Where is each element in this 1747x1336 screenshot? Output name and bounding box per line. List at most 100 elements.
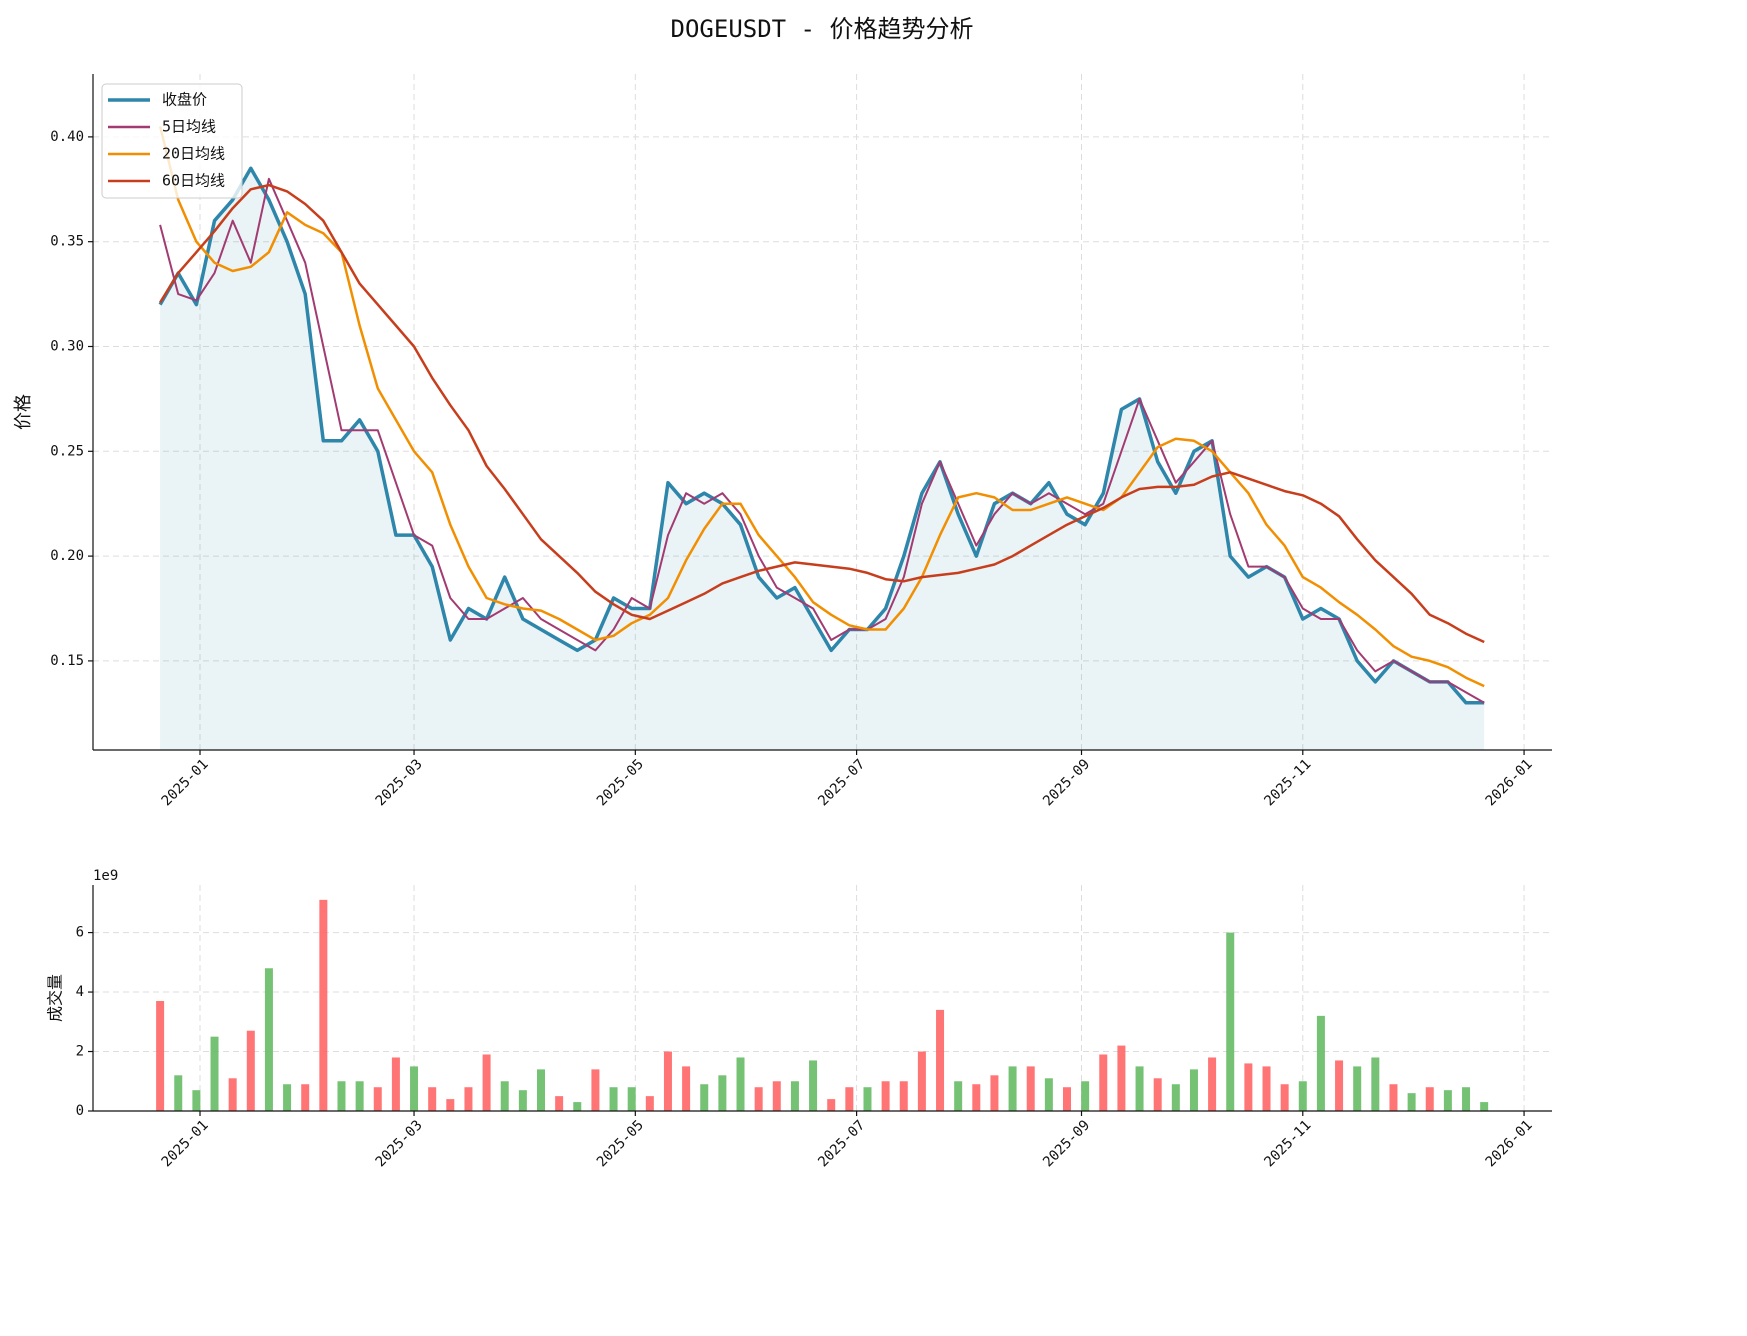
y-tick-label: 0.30: [50, 338, 84, 354]
volume-bar: [1189, 1069, 1198, 1111]
x-tick-label: 2025-01: [159, 756, 212, 809]
volume-bar: [663, 1051, 672, 1111]
line-series: [159, 183, 1485, 644]
y-tick-label: 2: [76, 1044, 84, 1060]
y-tick-label: 0: [76, 1103, 84, 1119]
volume-bar: [1262, 1066, 1271, 1111]
volume-bar: [301, 1084, 310, 1111]
y-tick-label: 4: [76, 984, 84, 1000]
volume-bar: [718, 1075, 727, 1111]
volume-bar: [156, 1000, 165, 1111]
x-tick-label: 2025-11: [1261, 756, 1314, 809]
volume-bar: [917, 1051, 926, 1111]
volume-bar: [174, 1075, 183, 1111]
x-tick-label: 2025-03: [373, 756, 426, 809]
volume-bar: [264, 968, 273, 1111]
volume-bar: [518, 1090, 527, 1111]
line-series: [158, 126, 1485, 688]
volume-bar: [391, 1057, 400, 1111]
y-axis-label: 价格: [13, 394, 34, 430]
volume-bar: [1335, 1060, 1344, 1111]
volume-bar: [1353, 1066, 1362, 1111]
volume-bar: [1371, 1057, 1380, 1111]
legend-label: 5日均线: [162, 118, 216, 136]
legend-box: [101, 83, 243, 199]
y-axis-label: 成交量: [46, 974, 65, 1022]
volume-bar: [1026, 1066, 1035, 1111]
x-tick-label: 2025-11: [1261, 1117, 1314, 1170]
y-tick-label: 0.15: [50, 653, 84, 669]
volume-bar: [881, 1081, 890, 1111]
x-tick-label: 2025-07: [815, 1117, 868, 1170]
volume-bar: [591, 1069, 600, 1111]
volume-bar: [337, 1081, 346, 1111]
volume-bar: [845, 1087, 854, 1111]
volume-bar: [1171, 1084, 1180, 1111]
volume-bar: [537, 1069, 546, 1111]
volume-bar: [446, 1099, 455, 1111]
volume-bar: [410, 1066, 419, 1111]
volume-bar: [1117, 1045, 1126, 1111]
volume-bar: [1389, 1084, 1398, 1111]
volume-bar: [936, 1009, 945, 1111]
volume-bar: [609, 1087, 618, 1111]
x-tick-label: 2025-09: [1040, 756, 1093, 809]
volume-bar: [283, 1084, 292, 1111]
volume-bar: [1153, 1078, 1162, 1111]
volume-bar: [500, 1081, 509, 1111]
volume-bar: [319, 899, 328, 1111]
legend-label: 20日均线: [162, 145, 225, 163]
volume-bar: [863, 1087, 872, 1111]
volume-bar: [246, 1030, 255, 1111]
y-tick-label: 6: [76, 925, 84, 941]
volume-bar: [1226, 932, 1235, 1111]
volume-bar: [1044, 1078, 1053, 1111]
x-tick-label: 2025-05: [594, 1117, 647, 1170]
volume-bar: [1462, 1087, 1471, 1111]
volume-bar: [1443, 1090, 1452, 1111]
line-series: [159, 177, 1485, 704]
volume-bar: [700, 1084, 709, 1111]
y-tick-label: 0.40: [50, 129, 84, 145]
x-tick-label: 2025-01: [159, 1117, 212, 1170]
volume-bar: [355, 1081, 364, 1111]
volume-bar: [555, 1096, 564, 1111]
axis-offset-label: 1e9: [93, 868, 118, 884]
volume-bar: [954, 1081, 963, 1111]
volume-bar: [772, 1081, 781, 1111]
volume-bar: [1407, 1093, 1416, 1111]
x-tick-label: 2026-01: [1483, 1117, 1536, 1170]
volume-bar: [736, 1057, 745, 1111]
volume-bar: [1208, 1057, 1217, 1111]
volume-bar: [1135, 1066, 1144, 1111]
y-tick-label: 0.25: [50, 443, 84, 459]
volume-bar: [1244, 1063, 1253, 1111]
volume-bar: [373, 1087, 382, 1111]
volume-bar: [809, 1060, 818, 1111]
volume-bar: [192, 1090, 201, 1111]
legend-label: 60日均线: [162, 172, 225, 190]
volume-bar: [990, 1075, 999, 1111]
volume-bar: [1298, 1081, 1307, 1111]
volume-bar: [1008, 1066, 1017, 1111]
x-tick-label: 2026-01: [1483, 756, 1536, 809]
volume-bar: [228, 1078, 237, 1111]
volume-bar: [645, 1096, 654, 1111]
volume-bar: [1280, 1084, 1289, 1111]
volume-bar: [627, 1087, 636, 1111]
legend-label: 收盘价: [162, 91, 207, 109]
volume-bar: [827, 1099, 836, 1111]
volume-bar: [464, 1087, 473, 1111]
y-tick-label: 0.20: [50, 548, 84, 564]
volume-bar: [1081, 1081, 1090, 1111]
line-series: [158, 166, 1485, 705]
volume-bar: [682, 1066, 691, 1111]
volume-bar: [1316, 1015, 1325, 1111]
volume-bar: [1480, 1102, 1489, 1111]
volume-bar: [790, 1081, 799, 1111]
x-tick-label: 2025-05: [594, 756, 647, 809]
volume-bar: [573, 1102, 582, 1111]
volume-bar: [482, 1054, 491, 1111]
